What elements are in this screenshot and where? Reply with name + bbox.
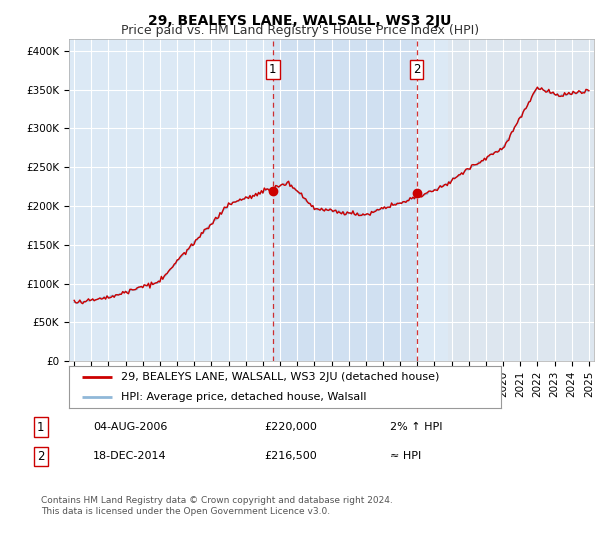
Text: 1: 1 [269, 63, 277, 76]
Text: 18-DEC-2014: 18-DEC-2014 [93, 451, 167, 461]
Text: 2% ↑ HPI: 2% ↑ HPI [390, 422, 443, 432]
Bar [273, 39, 416, 361]
Text: ≈ HPI: ≈ HPI [390, 451, 421, 461]
Text: 1: 1 [37, 421, 44, 434]
Text: HPI: Average price, detached house, Walsall: HPI: Average price, detached house, Wals… [121, 392, 367, 402]
Text: £216,500: £216,500 [264, 451, 317, 461]
Bar [448, 39, 594, 361]
Text: 04-AUG-2006: 04-AUG-2006 [93, 422, 167, 432]
Text: Price paid vs. HM Land Registry's House Price Index (HPI): Price paid vs. HM Land Registry's House … [121, 24, 479, 36]
Text: 29, BEALEYS LANE, WALSALL, WS3 2JU (detached house): 29, BEALEYS LANE, WALSALL, WS3 2JU (deta… [121, 372, 439, 382]
Text: 2: 2 [413, 63, 421, 76]
Text: 29, BEALEYS LANE, WALSALL, WS3 2JU: 29, BEALEYS LANE, WALSALL, WS3 2JU [148, 14, 452, 28]
Text: 2: 2 [37, 450, 44, 463]
Text: Contains HM Land Registry data © Crown copyright and database right 2024.
This d: Contains HM Land Registry data © Crown c… [41, 496, 392, 516]
Text: £220,000: £220,000 [264, 422, 317, 432]
